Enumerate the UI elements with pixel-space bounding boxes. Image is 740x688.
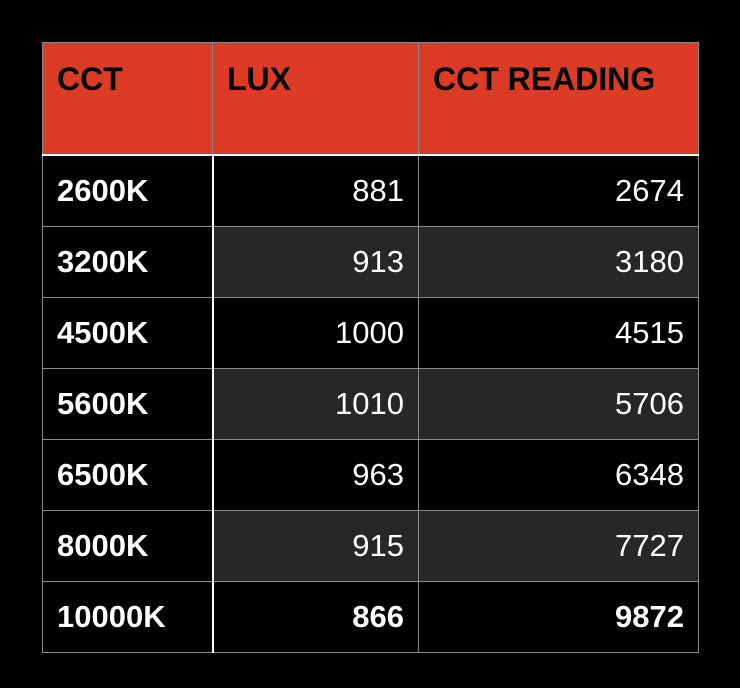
- cell-cct-reading: 7727: [418, 509, 699, 582]
- cell-cct: 4500K: [42, 296, 214, 369]
- cell-cct: 8000K: [42, 509, 214, 582]
- header-row: CCT LUX CCT READING: [42, 42, 699, 155]
- cell-cct: 5600K: [42, 367, 214, 440]
- cell-cct: 3200K: [42, 225, 214, 298]
- header-cct-reading: CCT READING: [418, 42, 699, 155]
- table-row: 6500K 963 6348: [42, 438, 699, 511]
- cell-lux: 1000: [212, 296, 419, 369]
- cell-cct: 10000K: [42, 580, 214, 653]
- cell-cct-reading: 2674: [418, 154, 699, 227]
- table-row: 2600K 881 2674: [42, 154, 699, 227]
- cell-cct: 2600K: [42, 154, 214, 227]
- header-lux: LUX: [212, 42, 419, 155]
- cell-lux: 866: [212, 580, 419, 653]
- table-row: 10000K 866 9872: [42, 580, 699, 653]
- table-row: 3200K 913 3180: [42, 225, 699, 298]
- cell-cct-reading: 4515: [418, 296, 699, 369]
- table-row: 4500K 1000 4515: [42, 296, 699, 369]
- cct-lux-table: CCT LUX CCT READING 2600K 881 2674 3200K 913…: [42, 42, 699, 653]
- cell-cct: 6500K: [42, 438, 214, 511]
- table-row: 8000K 915 7727: [42, 509, 699, 582]
- cell-cct-reading: 9872: [418, 580, 699, 653]
- cell-lux: 881: [212, 154, 419, 227]
- cell-lux: 915: [212, 509, 419, 582]
- table-row: 5600K 1010 5706: [42, 367, 699, 440]
- cell-cct-reading: 6348: [418, 438, 699, 511]
- cell-lux: 963: [212, 438, 419, 511]
- header-cct: CCT: [42, 42, 213, 155]
- cell-lux: 1010: [212, 367, 419, 440]
- cell-cct-reading: 5706: [418, 367, 699, 440]
- cell-lux: 913: [212, 225, 419, 298]
- cell-cct-reading: 3180: [418, 225, 699, 298]
